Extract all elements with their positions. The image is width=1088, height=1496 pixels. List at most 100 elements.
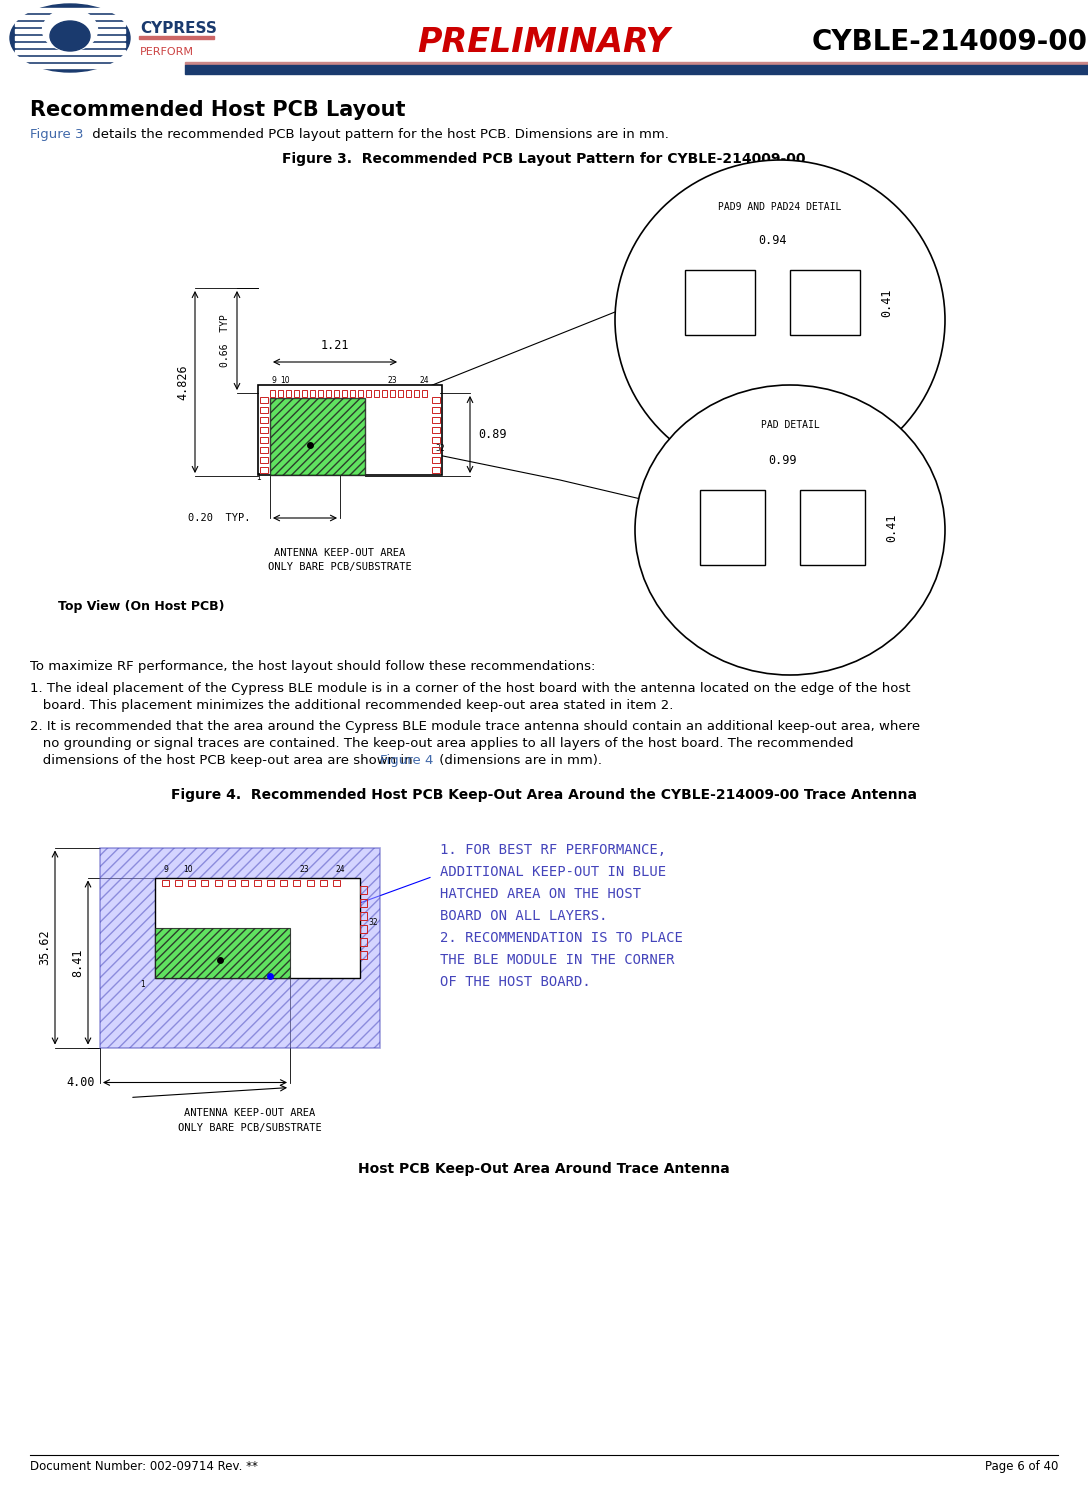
Bar [320,880,326,886]
Bar [432,456,440,462]
Text: 4.826: 4.826 [176,364,189,399]
Text: PERFORM: PERFORM [140,46,194,57]
Text: Figure 3: Figure 3 [30,129,84,141]
Bar [260,417,268,423]
Bar [326,390,332,396]
Bar [432,426,440,432]
Text: ANTENNA KEEP-OUT AREA: ANTENNA KEEP-OUT AREA [274,548,406,558]
Text: (dimensions are in mm).: (dimensions are in mm). [435,754,602,766]
Text: no grounding or signal traces are contained. The keep-out area applies to all la: no grounding or signal traces are contai… [30,736,854,749]
Bar [432,407,440,413]
Bar [398,390,404,396]
Bar [281,880,287,886]
Bar [318,390,323,396]
Text: 1. FOR BEST RF PERFORMANCE,: 1. FOR BEST RF PERFORMANCE, [440,842,666,857]
Text: 10: 10 [280,375,289,384]
Bar [15,15,125,19]
Bar [260,426,268,432]
Bar [374,390,380,396]
Text: Page 6 of 40: Page 6 of 40 [985,1460,1058,1474]
Text: 1: 1 [256,473,261,482]
Text: Figure 4.  Recommended Host PCB Keep-Out Area Around the CYBLE-214009-00 Trace A: Figure 4. Recommended Host PCB Keep-Out … [171,787,917,802]
Bar [360,950,367,959]
Text: 24: 24 [420,375,430,384]
Text: 0.99: 0.99 [768,453,796,467]
Bar [350,390,356,396]
Bar [286,390,292,396]
Bar [214,880,222,886]
Bar [366,390,371,396]
Text: 9: 9 [163,865,168,874]
Bar [415,390,419,396]
Bar [360,911,367,920]
Text: PRELIMINARY: PRELIMINARY [418,25,670,58]
Bar [432,467,440,473]
Text: 0.89: 0.89 [478,428,507,441]
Bar [100,848,380,1047]
Bar [382,390,387,396]
Bar [154,878,360,977]
Text: 0.20  TYP.: 0.20 TYP. [187,513,250,524]
Text: HATCHED AREA ON THE HOST: HATCHED AREA ON THE HOST [440,887,641,901]
Bar [360,925,367,932]
Text: 0.66  TYP: 0.66 TYP [220,314,230,367]
Text: Top View (On Host PCB): Top View (On Host PCB) [58,600,224,613]
Bar [260,456,268,462]
Bar [227,880,235,886]
Bar [406,390,411,396]
Text: PAD9 AND PAD24 DETAIL: PAD9 AND PAD24 DETAIL [718,202,842,212]
Text: Recommended Host PCB Layout: Recommended Host PCB Layout [30,100,406,120]
Text: details the recommended PCB layout pattern for the host PCB. Dimensions are in m: details the recommended PCB layout patte… [88,129,669,141]
Bar [162,880,169,886]
Bar [432,417,440,423]
Bar [360,886,367,893]
Text: 0.41: 0.41 [885,513,898,542]
Text: board. This placement minimizes the additional recommended keep-out area stated : board. This placement minimizes the addi… [30,699,673,712]
Bar [139,36,214,39]
Text: 23: 23 [388,375,397,384]
Text: Document Number: 002-09714 Rev. **: Document Number: 002-09714 Rev. ** [30,1460,258,1474]
Text: 32: 32 [368,919,378,928]
Bar [154,928,290,977]
Bar [260,447,268,453]
Bar [15,36,125,40]
Bar [15,64,125,67]
Ellipse shape [615,160,945,480]
Bar [358,390,363,396]
Bar [294,880,300,886]
Text: 1: 1 [140,980,145,989]
Ellipse shape [42,9,98,51]
Text: ADDITIONAL KEEP-OUT IN BLUE: ADDITIONAL KEEP-OUT IN BLUE [440,865,666,878]
Bar [270,398,364,476]
Bar [260,437,268,443]
Bar [188,880,195,886]
Bar [268,880,274,886]
Bar [15,57,125,61]
Bar [432,437,440,443]
Bar [333,880,339,886]
Text: 23: 23 [300,865,310,874]
Bar [279,390,283,396]
Bar [185,64,1088,73]
Text: 10: 10 [183,865,193,874]
Bar [260,396,268,402]
Bar [390,390,395,396]
Bar [201,880,209,886]
Bar [15,7,125,12]
Text: 2. It is recommended that the area around the Cypress BLE module trace antenna s: 2. It is recommended that the area aroun… [30,720,920,733]
Bar [800,491,865,565]
Text: Host PCB Keep-Out Area Around Trace Antenna: Host PCB Keep-Out Area Around Trace Ante… [358,1162,730,1176]
Bar [270,390,275,396]
Bar [240,880,248,886]
Text: Figure 3.  Recommended PCB Layout Pattern for CYBLE-214009-00: Figure 3. Recommended PCB Layout Pattern… [282,153,806,166]
Text: ANTENNA KEEP-OUT AREA: ANTENNA KEEP-OUT AREA [184,1107,316,1118]
Text: 1. The ideal placement of the Cypress BLE module is in a corner of the host boar: 1. The ideal placement of the Cypress BL… [30,682,911,696]
Bar [310,390,316,396]
Bar [15,43,125,46]
Bar [260,467,268,473]
Bar [15,28,125,33]
Bar [185,61,1088,64]
Bar [307,880,313,886]
Bar [15,49,125,54]
Text: 24: 24 [336,865,346,874]
